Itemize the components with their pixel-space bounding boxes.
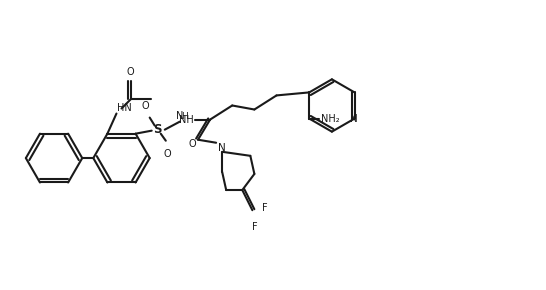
Text: NH: NH	[179, 115, 193, 125]
Text: N: N	[349, 114, 358, 124]
Text: H: H	[181, 112, 188, 121]
Text: S: S	[153, 123, 162, 136]
Text: N: N	[176, 110, 183, 121]
Text: O: O	[127, 67, 134, 77]
Text: O: O	[164, 149, 171, 159]
Text: O: O	[188, 139, 196, 149]
Text: N: N	[218, 143, 226, 153]
Text: F: F	[263, 203, 268, 213]
Text: NH₂: NH₂	[321, 114, 340, 124]
Text: F: F	[252, 222, 257, 232]
Text: HN: HN	[117, 103, 132, 113]
Text: O: O	[142, 101, 150, 110]
